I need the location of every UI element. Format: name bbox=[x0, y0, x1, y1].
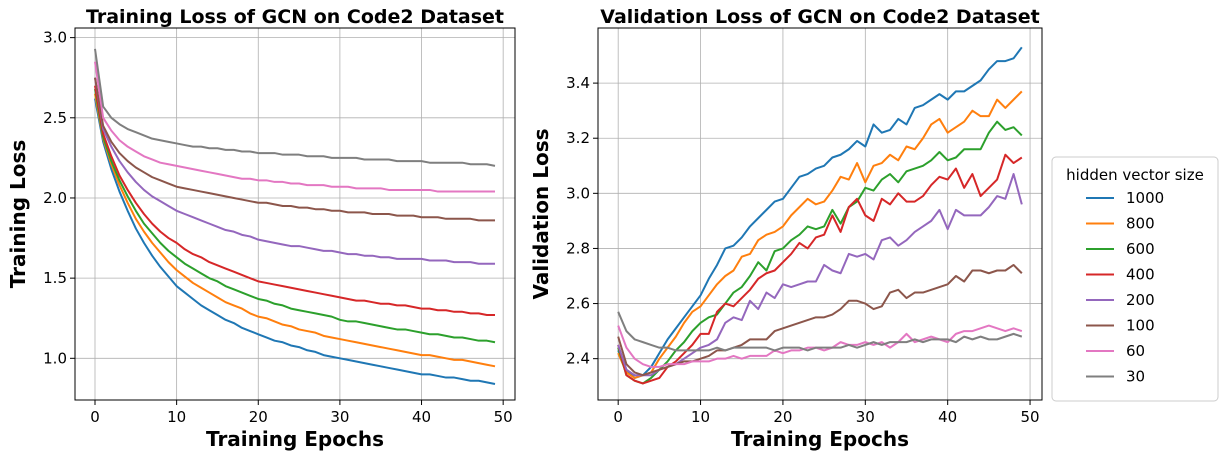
legend-label: 100 bbox=[1126, 317, 1155, 335]
x-tick-label: 20 bbox=[249, 408, 268, 426]
line bbox=[617, 120, 1023, 385]
x-tick-label: 30 bbox=[330, 408, 349, 426]
line bbox=[94, 61, 495, 193]
line bbox=[617, 263, 1023, 377]
legend-label: 1000 bbox=[1126, 189, 1164, 207]
line bbox=[617, 46, 1023, 379]
line bbox=[617, 311, 1023, 352]
y-tick-label: 2.4 bbox=[566, 350, 590, 368]
line bbox=[94, 77, 495, 222]
legend-label: 400 bbox=[1126, 266, 1155, 284]
line bbox=[94, 77, 495, 265]
y-tick-label: 1.0 bbox=[43, 349, 67, 367]
y-tick-label: 3.0 bbox=[566, 184, 590, 202]
axes-frame bbox=[74, 27, 516, 401]
y-axis-label: Validation Loss bbox=[529, 128, 553, 299]
y-tick-label: 3.2 bbox=[566, 129, 590, 147]
y-tick-label: 3.4 bbox=[566, 74, 590, 92]
y-tick-label: 2.0 bbox=[43, 189, 67, 207]
y-tick-label: 3.0 bbox=[43, 29, 67, 47]
y-tick-label: 1.5 bbox=[43, 269, 67, 287]
x-tick-label: 40 bbox=[938, 408, 957, 426]
legend-title: hidden vector size bbox=[1066, 166, 1204, 184]
legend-label: 800 bbox=[1126, 215, 1155, 233]
legend-label: 60 bbox=[1126, 342, 1145, 360]
legend-label: 200 bbox=[1126, 291, 1155, 309]
x-tick-label: 0 bbox=[613, 408, 623, 426]
line bbox=[94, 48, 496, 167]
y-axis-label: Training Loss bbox=[6, 140, 30, 289]
line bbox=[617, 324, 1023, 368]
x-axis-label: Training Epochs bbox=[731, 427, 909, 451]
chart-title: Validation Loss of GCN on Code2 Dataset bbox=[600, 6, 1039, 28]
line bbox=[94, 88, 496, 344]
legend-label: 600 bbox=[1126, 240, 1155, 258]
x-tick-label: 50 bbox=[1021, 408, 1040, 426]
y-tick-label: 2.5 bbox=[43, 109, 67, 127]
x-tick-label: 10 bbox=[167, 408, 186, 426]
line bbox=[94, 93, 496, 368]
line bbox=[94, 98, 496, 385]
line bbox=[617, 153, 1023, 385]
legend-box bbox=[1051, 156, 1219, 402]
axes-frame bbox=[597, 27, 1043, 401]
x-tick-label: 0 bbox=[90, 408, 100, 426]
x-tick-label: 40 bbox=[412, 408, 431, 426]
chart-title: Training Loss of GCN on Code2 Dataset bbox=[86, 6, 504, 28]
line bbox=[94, 85, 495, 317]
legend-label: 30 bbox=[1126, 368, 1145, 386]
x-tick-label: 20 bbox=[773, 408, 792, 426]
y-tick-label: 2.8 bbox=[566, 239, 590, 257]
x-tick-label: 10 bbox=[691, 408, 710, 426]
x-axis-label: Training Epochs bbox=[206, 427, 384, 451]
line bbox=[617, 90, 1023, 379]
y-tick-label: 2.6 bbox=[566, 295, 590, 313]
x-tick-label: 50 bbox=[494, 408, 513, 426]
x-tick-label: 30 bbox=[856, 408, 875, 426]
line bbox=[617, 173, 1023, 377]
